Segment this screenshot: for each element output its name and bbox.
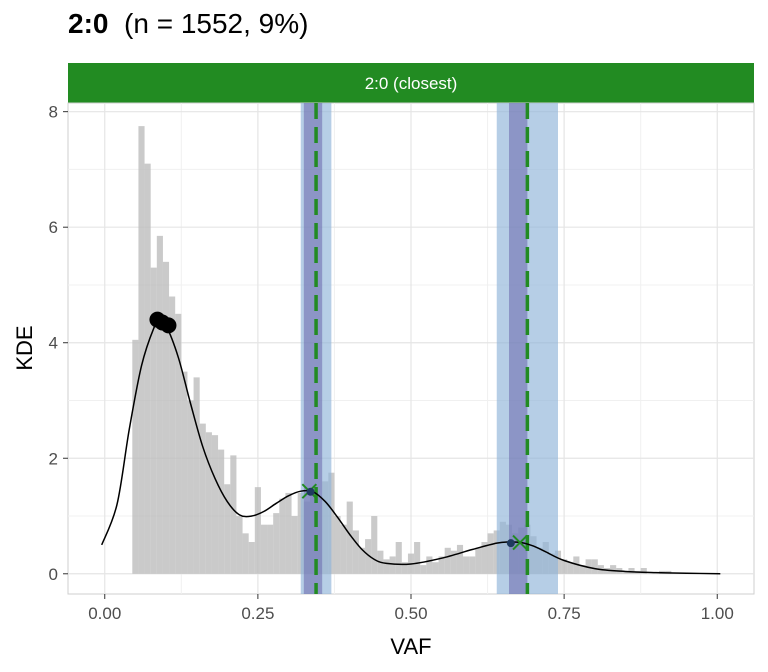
histogram-bar — [456, 544, 464, 574]
cluster-marks — [149, 311, 528, 551]
histogram-bar — [242, 533, 249, 574]
histogram-bar — [579, 565, 586, 574]
histogram-bar — [334, 516, 341, 574]
histogram-bar — [475, 547, 482, 574]
histogram-bar — [358, 547, 366, 574]
cluster-fit-point — [506, 539, 515, 548]
histogram-bar — [138, 126, 145, 574]
histogram-bar — [426, 556, 433, 574]
histogram-bar — [383, 559, 390, 574]
x-axis: 0.00 0.25 0.50 0.75 1.00 — [88, 594, 734, 623]
histogram-bar — [132, 339, 139, 574]
histogram-bar — [211, 435, 219, 574]
y-tick-label: 4 — [49, 334, 58, 353]
cluster-inner-band — [303, 103, 323, 594]
histogram-bar — [279, 498, 286, 574]
histogram-bar — [267, 524, 274, 574]
histogram-bar — [162, 261, 170, 574]
histogram-bar — [463, 556, 470, 574]
histogram-bar — [401, 562, 408, 574]
histogram-bar — [340, 524, 347, 574]
x-tick-label: 0.25 — [241, 604, 274, 623]
histogram-bar — [622, 570, 629, 574]
cluster-inner-band — [509, 103, 528, 594]
histogram-bar — [591, 559, 598, 574]
y-axis: 0 2 4 6 8 — [49, 103, 68, 584]
histogram-bar — [218, 449, 225, 574]
histogram-bar — [573, 556, 580, 574]
histogram-bar — [365, 539, 372, 574]
x-tick-label: 1.00 — [701, 604, 734, 623]
histogram-bar — [628, 568, 635, 574]
plot-title: 2:0 (n = 1552, 9%) — [68, 8, 308, 40]
x-axis-title: VAF — [390, 634, 431, 659]
histogram-bar — [469, 556, 476, 574]
histogram-bar — [450, 550, 457, 574]
histogram-bar — [438, 556, 445, 574]
histogram-bar — [205, 432, 212, 574]
histogram-bar — [169, 296, 176, 574]
histogram-bar — [285, 492, 292, 574]
histogram-bar — [567, 562, 574, 574]
cluster-cross — [512, 534, 528, 551]
histogram-bar — [610, 565, 617, 574]
histogram-bar — [199, 423, 206, 574]
histogram-bar — [187, 400, 194, 574]
histogram-bar — [346, 501, 353, 574]
x-tick-label: 0.75 — [548, 604, 581, 623]
histogram-bar — [273, 513, 280, 574]
histogram-bar — [561, 559, 568, 574]
histogram-bar — [420, 565, 427, 574]
histogram-bar — [224, 484, 231, 574]
facet-strip — [68, 63, 754, 103]
histogram-bar — [585, 559, 592, 574]
histogram-bar — [414, 542, 421, 574]
histogram-bar — [395, 542, 402, 574]
histogram-bar — [248, 542, 255, 574]
histogram-bar — [193, 377, 200, 574]
y-axis-title: KDE — [12, 325, 37, 370]
x-tick-label: 0.50 — [394, 604, 427, 623]
histogram-bar — [371, 516, 378, 574]
y-tick-label: 0 — [49, 565, 58, 584]
y-tick-label: 2 — [49, 449, 58, 468]
plot-title-rest: (n = 1552, 9%) — [124, 8, 309, 39]
histogram-bar — [260, 524, 268, 574]
histogram-bars — [132, 126, 672, 574]
y-tick-label: 8 — [49, 103, 58, 122]
histogram-bar — [156, 235, 163, 574]
facet-strip-label: 2:0 (closest) — [365, 74, 458, 93]
histogram-bar — [389, 556, 396, 574]
histogram-bar — [181, 371, 188, 574]
cluster-bands — [300, 103, 558, 594]
histogram-bar — [150, 267, 157, 574]
histogram-bar — [230, 455, 237, 574]
histogram-bar — [640, 568, 647, 574]
histogram-bar — [352, 530, 359, 574]
histogram-bar — [144, 163, 151, 574]
cluster-fit-point — [306, 487, 315, 496]
histogram-bar — [432, 562, 439, 574]
histogram-bar — [444, 547, 451, 574]
histogram-bar — [175, 313, 182, 574]
histogram-bar — [481, 542, 488, 574]
peak-point — [160, 317, 177, 334]
x-tick-label: 0.00 — [88, 604, 121, 623]
histogram-bar — [291, 516, 298, 574]
histogram-bar — [236, 516, 243, 574]
plot-title-bold: 2:0 — [68, 8, 109, 39]
histogram-bar — [254, 487, 261, 574]
y-tick-label: 6 — [49, 218, 58, 237]
histogram-bar — [487, 533, 494, 574]
